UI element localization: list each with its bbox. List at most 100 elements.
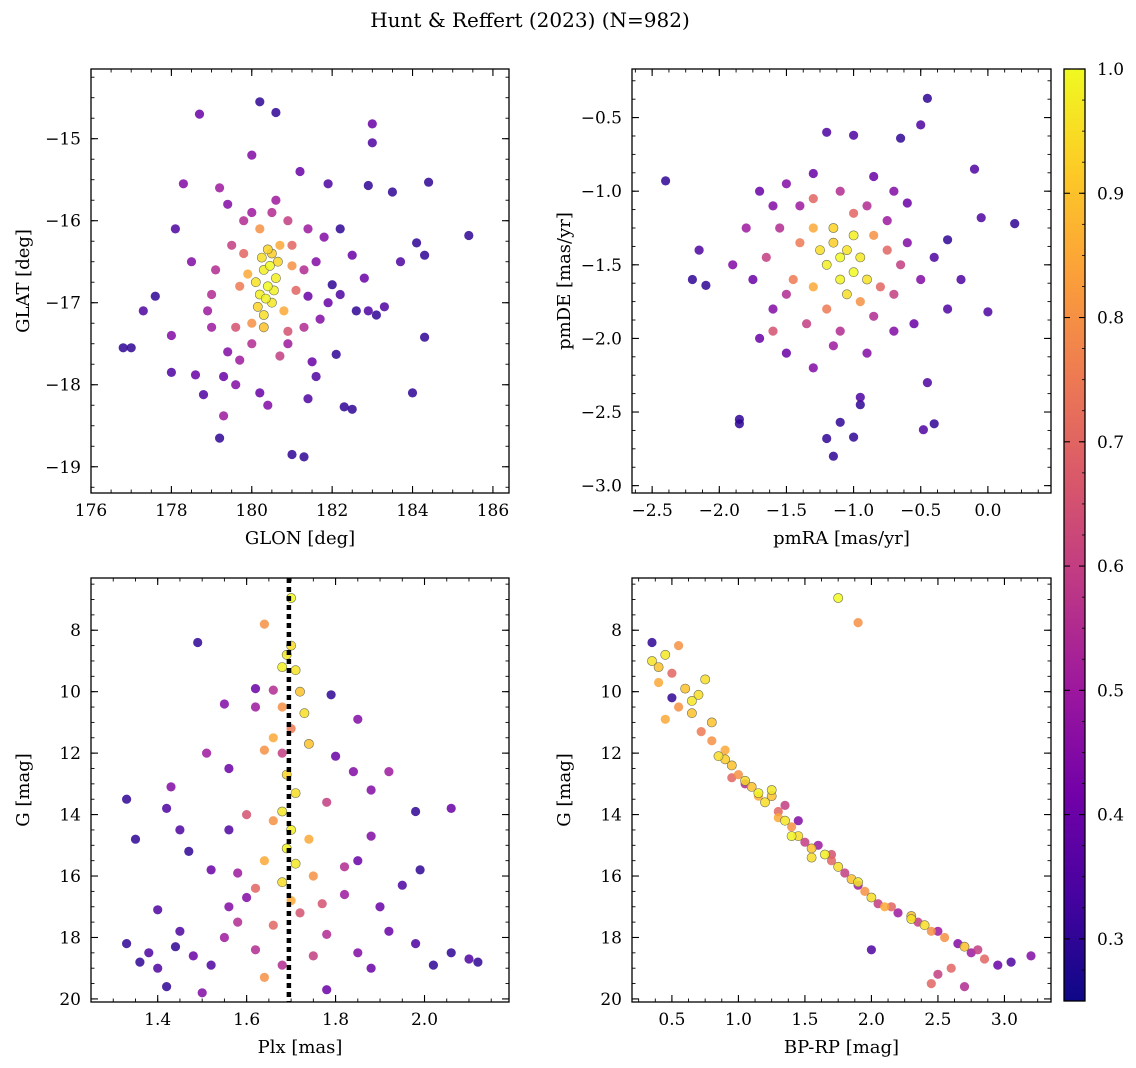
y-axis-label: G [mag] (554, 753, 575, 826)
data-point (130, 834, 141, 844)
data-point (277, 960, 287, 970)
data-point (319, 232, 329, 242)
data-point (384, 926, 394, 936)
data-point (275, 351, 285, 361)
data-point (713, 751, 724, 762)
x-axis-label: BP-RP [mag] (784, 1037, 899, 1058)
data-point (243, 269, 253, 279)
data-point (835, 417, 845, 427)
data-point (869, 230, 879, 240)
data-point (188, 951, 198, 961)
colorbar-tick-label: 0.8 (1097, 309, 1124, 329)
data-point (259, 745, 269, 755)
colorbar-tick-label: 1.0 (1097, 60, 1124, 80)
data-point (761, 252, 771, 262)
data-point (299, 452, 309, 462)
data-point (918, 425, 929, 435)
data-point (277, 662, 288, 672)
data-point (835, 186, 845, 196)
data-point (262, 281, 273, 292)
data-point (820, 849, 830, 860)
colorbar: 0.3 0.4 0.5 0.6 0.7 0.8 0.9 1.0 (1063, 60, 1124, 1002)
data-point (959, 941, 970, 952)
data-point (795, 238, 805, 248)
data-point (202, 748, 212, 758)
data-point (311, 371, 321, 382)
data-point (755, 186, 765, 196)
data-point (654, 677, 664, 688)
data-point (242, 892, 252, 903)
data-point (308, 871, 318, 881)
colorbar-gradient (1064, 69, 1085, 1001)
data-point (906, 914, 917, 924)
data-point (379, 302, 389, 312)
data-point (268, 920, 278, 930)
y-axis-label: pmDE [mas/yr] (554, 212, 575, 350)
data-point (802, 319, 812, 329)
data-point (411, 939, 421, 949)
data-point (339, 862, 350, 872)
x-tick-label: −1.0 (833, 501, 874, 521)
data-point (420, 332, 430, 342)
data-point (464, 230, 474, 241)
data-point (886, 902, 897, 912)
data-point (126, 343, 136, 353)
data-point (197, 988, 207, 998)
data-point (1006, 957, 1016, 967)
data-point (407, 388, 418, 398)
y-tick-label: 16 (59, 867, 81, 887)
data-point (247, 318, 257, 328)
axes-frame (631, 68, 1052, 494)
panel-pmra-pmde: −2.5 −2.0 −1.5 −1.0 −0.5 0.0 −3.0 −2.5 −2.0 −1.5 −… (554, 68, 1052, 549)
data-point (224, 902, 234, 912)
colorbar-tick-label: 0.5 (1097, 681, 1124, 701)
panel-plx-g: 1.4 1.6 1.8 2.0 8 10 12 14 16 18 20 Plx [mas] G [mag… (13, 577, 510, 1058)
x-axis-label: pmRA [mas/yr] (773, 528, 910, 549)
scatter-panels: 176 178 180 182 184 186 −19 −18 −17 −16 −15 GLON [d… (13, 68, 1052, 1058)
data-point (855, 400, 865, 410)
data-point (118, 343, 128, 353)
data-point (250, 883, 261, 893)
data-point (882, 245, 892, 255)
data-point (808, 363, 818, 373)
y-tick-label: −2.0 (581, 329, 622, 349)
x-tick-label: 1.0 (725, 1010, 752, 1030)
data-point (848, 267, 859, 278)
data-point (122, 939, 132, 949)
data-point (902, 238, 912, 248)
data-point (335, 289, 345, 300)
data-point (250, 684, 261, 694)
data-point (317, 899, 327, 909)
data-point (259, 856, 269, 866)
data-point (882, 216, 892, 226)
data-point (271, 195, 281, 205)
x-tick-label: −2.5 (632, 501, 673, 521)
data-point (848, 230, 859, 241)
data-point (275, 240, 285, 250)
data-point (268, 685, 278, 695)
data-point (263, 400, 273, 410)
data-point (896, 133, 906, 143)
data-point (206, 960, 216, 970)
y-tick-label: 10 (59, 683, 81, 703)
data-point (162, 803, 172, 814)
y-tick-label: −18 (45, 376, 81, 396)
x-tick-label: 182 (316, 501, 348, 521)
data-point (384, 767, 394, 777)
data-point (780, 800, 790, 811)
data-point (674, 702, 684, 712)
data-point (781, 289, 792, 299)
x-tick-label: 180 (236, 501, 268, 521)
data-point (428, 960, 438, 970)
data-point (828, 451, 839, 461)
y-tick-label: 14 (59, 806, 81, 826)
data-point (869, 171, 879, 182)
data-point (219, 411, 229, 421)
data-point (184, 846, 194, 857)
x-tick-label: 2.5 (924, 1010, 951, 1030)
data-point (862, 348, 872, 358)
data-point (835, 252, 846, 263)
data-point (768, 304, 778, 314)
data-point (255, 224, 265, 234)
data-point (353, 856, 363, 866)
